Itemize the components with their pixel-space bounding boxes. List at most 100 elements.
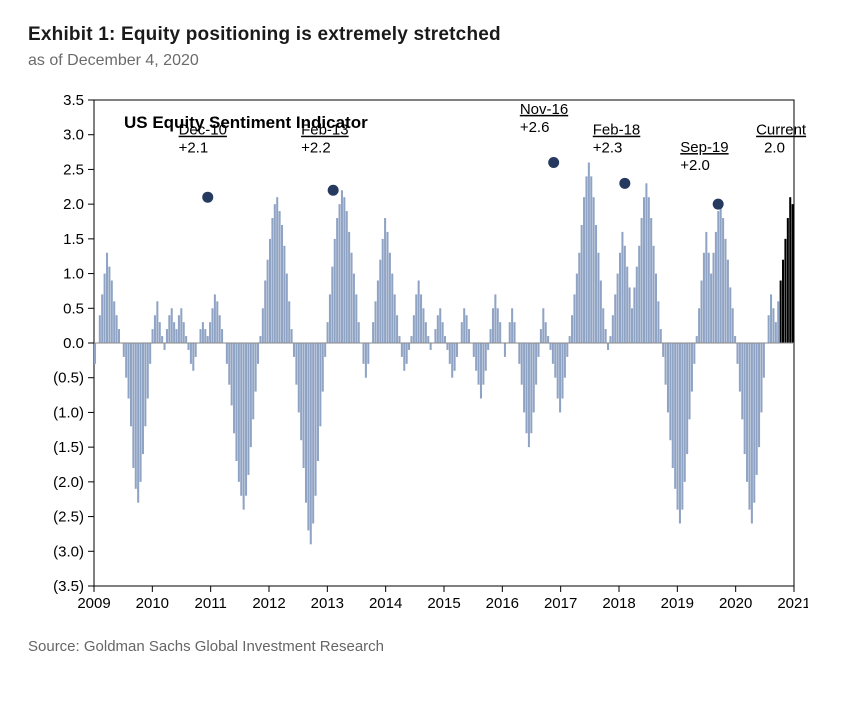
- series-bar: [204, 329, 206, 343]
- series-bar: [653, 246, 655, 343]
- series-bar: [243, 343, 245, 510]
- series-bar: [152, 329, 154, 343]
- series-bar: [247, 343, 249, 475]
- series-bar: [504, 343, 506, 357]
- series-bar: [720, 204, 722, 343]
- series-bar: [327, 322, 329, 343]
- series-bar: [101, 294, 103, 343]
- series-bar: [348, 232, 350, 343]
- current-bar: [784, 239, 786, 343]
- series-bar: [689, 343, 691, 419]
- x-tick-label: 2021: [777, 595, 808, 612]
- series-bar: [703, 253, 705, 343]
- peak-marker: [328, 185, 339, 196]
- series-bar: [178, 315, 180, 343]
- series-bar: [679, 343, 681, 524]
- series-bar: [566, 343, 568, 357]
- series-bar: [166, 329, 168, 343]
- series-bar: [514, 322, 516, 343]
- series-bar: [537, 343, 539, 357]
- peak-marker: [548, 157, 559, 168]
- sentiment-chart: 3.53.02.52.01.51.00.50.0(0.5)(1.0)(1.5)(…: [28, 90, 808, 620]
- series-bar: [561, 343, 563, 399]
- series-bar: [454, 343, 456, 371]
- peak-label: Feb-13: [301, 122, 349, 139]
- series-bar: [346, 211, 348, 343]
- exhibit-subtitle: as of December 4, 2020: [28, 52, 815, 70]
- series-bar: [312, 343, 314, 524]
- series-bar: [164, 343, 166, 350]
- series-bar: [123, 343, 125, 357]
- series-bar: [492, 308, 494, 343]
- series-bar: [176, 329, 178, 343]
- current-label: Current: [756, 122, 807, 139]
- series-bar: [535, 343, 537, 385]
- peak-label: Feb-18: [593, 122, 641, 139]
- series-bar: [427, 336, 429, 343]
- exhibit-title: Exhibit 1: Equity positioning is extreme…: [28, 24, 815, 46]
- peak-label: Dec-10: [179, 122, 227, 139]
- series-bar: [192, 343, 194, 371]
- series-bar: [343, 197, 345, 343]
- x-tick-label: 2017: [544, 595, 577, 612]
- series-bar: [475, 343, 477, 371]
- series-bar: [283, 246, 285, 343]
- series-bar: [552, 343, 554, 364]
- series-bar: [286, 274, 288, 343]
- series-bar: [403, 343, 405, 371]
- series-bar: [739, 343, 741, 392]
- series-bar: [437, 315, 439, 343]
- series-bar: [712, 253, 714, 343]
- series-bar: [581, 225, 583, 343]
- series-bar: [317, 343, 319, 461]
- series-bar: [533, 343, 535, 412]
- series-bar: [693, 343, 695, 364]
- peak-marker: [202, 192, 213, 203]
- series-bar: [384, 218, 386, 343]
- series-bar: [116, 315, 118, 343]
- peak-label: Nov-16: [520, 101, 568, 118]
- series-bar: [104, 274, 106, 343]
- series-bar: [758, 343, 760, 447]
- series-bar: [94, 343, 96, 364]
- series-bar: [669, 343, 671, 440]
- y-tick-label: 3.5: [63, 92, 84, 109]
- series-bar: [576, 274, 578, 343]
- series-bar: [554, 343, 556, 378]
- series-bar: [391, 274, 393, 343]
- peak-value: +2.0: [680, 157, 710, 174]
- series-bar: [183, 322, 185, 343]
- current-bar: [780, 281, 782, 343]
- series-bar: [746, 343, 748, 482]
- series-bar: [434, 329, 436, 343]
- series-bar: [617, 274, 619, 343]
- series-bar: [161, 336, 163, 343]
- series-bar: [463, 308, 465, 343]
- series-bar: [547, 336, 549, 343]
- series-bar: [422, 308, 424, 343]
- series-bar: [480, 343, 482, 399]
- peak-marker: [619, 178, 630, 189]
- series-bar: [564, 343, 566, 378]
- series-bar: [274, 204, 276, 343]
- peak-value: +2.1: [179, 140, 209, 157]
- series-bar: [698, 308, 700, 343]
- series-bar: [545, 322, 547, 343]
- series-bar: [377, 281, 379, 343]
- y-tick-label: 1.5: [63, 231, 84, 248]
- y-tick-label: (3.0): [53, 543, 84, 560]
- y-tick-label: (2.5): [53, 509, 84, 526]
- series-bar: [118, 329, 120, 343]
- series-bar: [571, 315, 573, 343]
- series-bar: [715, 232, 717, 343]
- series-bar: [271, 218, 273, 343]
- y-tick-label: 1.0: [63, 266, 84, 283]
- series-bar: [362, 343, 364, 364]
- series-bar: [379, 260, 381, 343]
- series-bar: [485, 343, 487, 371]
- series-bar: [612, 315, 614, 343]
- series-bar: [195, 343, 197, 357]
- series-bar: [451, 343, 453, 378]
- series-bar: [609, 336, 611, 343]
- series-bar: [482, 343, 484, 385]
